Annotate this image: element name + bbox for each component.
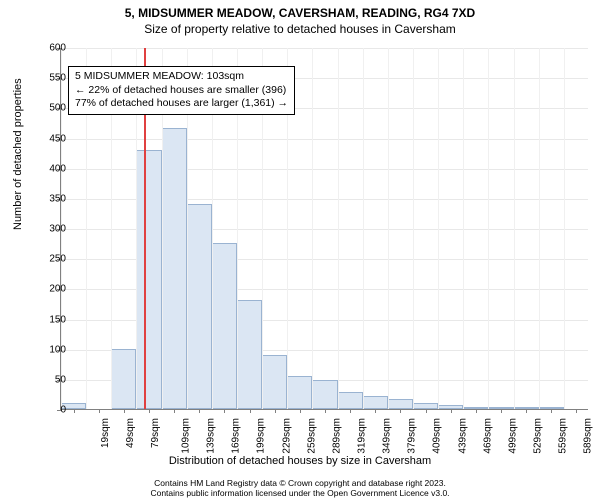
xtick-label: 529sqm <box>533 418 544 454</box>
ytick-label: 350 <box>36 193 66 204</box>
xtick-label: 109sqm <box>181 418 192 454</box>
ytick-label: 200 <box>36 284 66 295</box>
x-axis-label: Distribution of detached houses by size … <box>0 455 600 467</box>
chart-title-address: 5, MIDSUMMER MEADOW, CAVERSHAM, READING,… <box>0 6 600 20</box>
xtick-mark <box>400 409 401 413</box>
ytick-label: 150 <box>36 314 66 325</box>
xtick-mark <box>526 409 527 413</box>
xtick-label: 409sqm <box>432 418 443 454</box>
footer-line2: Contains public information licensed und… <box>0 488 600 498</box>
gridline-v <box>539 48 540 409</box>
histogram-bar <box>212 243 237 409</box>
histogram-bar <box>363 396 388 409</box>
gridline-v <box>564 48 565 409</box>
xtick-label: 499sqm <box>507 418 518 454</box>
xtick-mark <box>476 409 477 413</box>
ytick-label: 450 <box>36 133 66 144</box>
xtick-mark <box>551 409 552 413</box>
xtick-label: 49sqm <box>125 418 136 448</box>
gridline-v <box>488 48 489 409</box>
xtick-mark <box>451 409 452 413</box>
xtick-label: 439sqm <box>457 418 468 454</box>
xtick-label: 199sqm <box>256 418 267 454</box>
xtick-mark <box>250 409 251 413</box>
xtick-label: 259sqm <box>306 418 317 454</box>
histogram-bar <box>262 355 287 409</box>
ytick-label: 0 <box>36 405 66 416</box>
histogram-bar <box>338 392 363 409</box>
histogram-bar <box>287 376 312 409</box>
gridline-h <box>61 139 588 140</box>
gridline-v <box>463 48 464 409</box>
ytick-label: 600 <box>36 43 66 54</box>
xtick-label: 19sqm <box>100 418 111 448</box>
annotation-box: 5 MIDSUMMER MEADOW: 103sqm ← 22% of deta… <box>68 66 295 115</box>
histogram-bar <box>111 349 136 409</box>
xtick-mark <box>325 409 326 413</box>
gridline-v <box>514 48 515 409</box>
histogram-bar <box>388 399 413 409</box>
xtick-label: 319sqm <box>357 418 368 454</box>
xtick-label: 229sqm <box>281 418 292 454</box>
ytick-label: 500 <box>36 103 66 114</box>
xtick-mark <box>576 409 577 413</box>
xtick-mark <box>149 409 150 413</box>
xtick-label: 559sqm <box>558 418 569 454</box>
annotation-line1: 5 MIDSUMMER MEADOW: 103sqm <box>75 70 288 84</box>
gridline-v <box>413 48 414 409</box>
histogram-bar <box>162 128 187 409</box>
ytick-label: 50 <box>36 374 66 385</box>
xtick-mark <box>275 409 276 413</box>
y-axis-label: Number of detached properties <box>12 78 24 230</box>
xtick-mark <box>375 409 376 413</box>
xtick-mark <box>74 409 75 413</box>
xtick-label: 349sqm <box>382 418 393 454</box>
xtick-mark <box>199 409 200 413</box>
xtick-mark <box>501 409 502 413</box>
xtick-mark <box>426 409 427 413</box>
histogram-bar <box>136 150 161 409</box>
xtick-label: 589sqm <box>583 418 594 454</box>
chart-plot-area: 5 MIDSUMMER MEADOW: 103sqm ← 22% of deta… <box>60 48 588 410</box>
xtick-mark <box>350 409 351 413</box>
gridline-v <box>388 48 389 409</box>
gridline-v <box>312 48 313 409</box>
histogram-bar <box>312 380 337 409</box>
xtick-mark <box>174 409 175 413</box>
gridline-v <box>438 48 439 409</box>
footer-line1: Contains HM Land Registry data © Crown c… <box>0 478 600 488</box>
histogram-bar <box>237 300 262 409</box>
ytick-label: 300 <box>36 224 66 235</box>
xtick-label: 79sqm <box>150 418 161 448</box>
ytick-label: 250 <box>36 254 66 265</box>
histogram-bar <box>187 204 212 409</box>
footer-attribution: Contains HM Land Registry data © Crown c… <box>0 478 600 498</box>
xtick-mark <box>224 409 225 413</box>
xtick-label: 379sqm <box>407 418 418 454</box>
xtick-label: 139sqm <box>206 418 217 454</box>
xtick-label: 169sqm <box>231 418 242 454</box>
ytick-label: 400 <box>36 163 66 174</box>
gridline-v <box>363 48 364 409</box>
annotation-line2: ← 22% of detached houses are smaller (39… <box>75 84 288 98</box>
annotation-line3: 77% of detached houses are larger (1,361… <box>75 97 288 111</box>
chart-title-block: 5, MIDSUMMER MEADOW, CAVERSHAM, READING,… <box>0 0 600 36</box>
chart-subtitle: Size of property relative to detached ho… <box>0 22 600 36</box>
xtick-mark <box>124 409 125 413</box>
ytick-label: 100 <box>36 344 66 355</box>
gridline-v <box>338 48 339 409</box>
xtick-label: 469sqm <box>482 418 493 454</box>
xtick-mark <box>300 409 301 413</box>
ytick-label: 550 <box>36 73 66 84</box>
xtick-mark <box>99 409 100 413</box>
xtick-label: 289sqm <box>331 418 342 454</box>
gridline-h <box>61 48 588 49</box>
